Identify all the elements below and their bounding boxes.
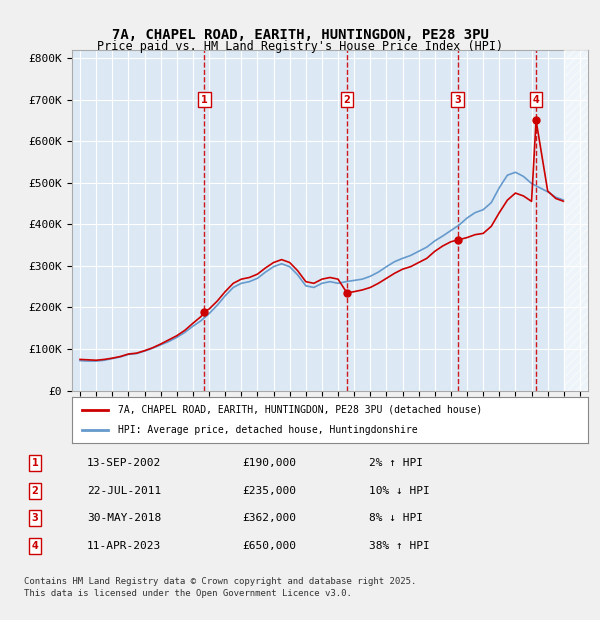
Text: 7A, CHAPEL ROAD, EARITH, HUNTINGDON, PE28 3PU: 7A, CHAPEL ROAD, EARITH, HUNTINGDON, PE2… xyxy=(112,28,488,42)
Text: HPI: Average price, detached house, Huntingdonshire: HPI: Average price, detached house, Hunt… xyxy=(118,425,418,435)
Text: £362,000: £362,000 xyxy=(242,513,296,523)
Text: 30-MAY-2018: 30-MAY-2018 xyxy=(87,513,161,523)
Text: This data is licensed under the Open Government Licence v3.0.: This data is licensed under the Open Gov… xyxy=(24,590,352,598)
Text: £235,000: £235,000 xyxy=(242,485,296,495)
Text: Contains HM Land Registry data © Crown copyright and database right 2025.: Contains HM Land Registry data © Crown c… xyxy=(24,577,416,586)
Text: 7A, CHAPEL ROAD, EARITH, HUNTINGDON, PE28 3PU (detached house): 7A, CHAPEL ROAD, EARITH, HUNTINGDON, PE2… xyxy=(118,405,482,415)
Text: 2: 2 xyxy=(32,485,38,495)
Text: 4: 4 xyxy=(533,94,539,105)
Text: 2% ↑ HPI: 2% ↑ HPI xyxy=(369,458,423,468)
Text: 38% ↑ HPI: 38% ↑ HPI xyxy=(369,541,430,551)
Text: £650,000: £650,000 xyxy=(242,541,296,551)
Bar xyxy=(564,50,588,391)
Text: 1: 1 xyxy=(32,458,38,468)
Text: 3: 3 xyxy=(32,513,38,523)
Text: Price paid vs. HM Land Registry's House Price Index (HPI): Price paid vs. HM Land Registry's House … xyxy=(97,40,503,53)
Text: 11-APR-2023: 11-APR-2023 xyxy=(87,541,161,551)
Text: 3: 3 xyxy=(454,94,461,105)
Text: 8% ↓ HPI: 8% ↓ HPI xyxy=(369,513,423,523)
Text: 10% ↓ HPI: 10% ↓ HPI xyxy=(369,485,430,495)
Text: 1: 1 xyxy=(201,94,208,105)
Text: 22-JUL-2011: 22-JUL-2011 xyxy=(87,485,161,495)
Text: 13-SEP-2002: 13-SEP-2002 xyxy=(87,458,161,468)
Text: 2: 2 xyxy=(344,94,350,105)
Text: £190,000: £190,000 xyxy=(242,458,296,468)
Text: 4: 4 xyxy=(32,541,38,551)
